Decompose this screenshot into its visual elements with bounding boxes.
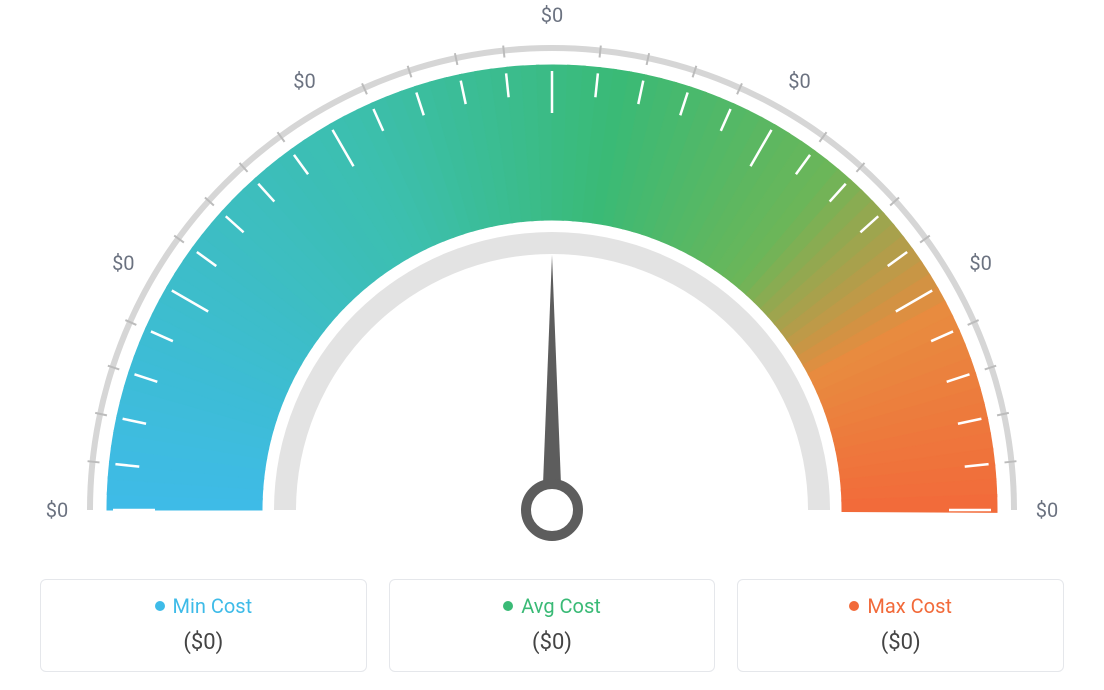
legend-value-avg: ($0) — [402, 630, 703, 655]
gauge-tick-label: $0 — [541, 3, 563, 27]
legend-header-avg: Avg Cost — [402, 594, 703, 618]
gauge-tick-label: $0 — [1036, 498, 1058, 522]
legend-card-max: Max Cost ($0) — [737, 579, 1064, 672]
legend-card-avg: Avg Cost ($0) — [389, 579, 716, 672]
legend-dot-max — [849, 601, 859, 611]
legend-row: Min Cost ($0) Avg Cost ($0) Max Cost ($0… — [40, 579, 1064, 672]
gauge-tick-label: $0 — [46, 498, 68, 522]
legend-value-max: ($0) — [750, 630, 1051, 655]
cost-gauge-widget: $0 $0 $0 $0 $0 $0 $0 Min Cost ($0) Avg Cost ($… — [0, 0, 1104, 690]
gauge-tick-label: $0 — [112, 251, 134, 275]
gauge-area: $0 $0 $0 $0 $0 $0 $0 — [0, 0, 1104, 560]
gauge-tick-label: $0 — [293, 69, 315, 93]
gauge-svg — [0, 0, 1104, 560]
legend-card-min: Min Cost ($0) — [40, 579, 367, 672]
legend-label-max: Max Cost — [867, 594, 952, 618]
legend-header-max: Max Cost — [750, 594, 1051, 618]
gauge-tick-label: $0 — [969, 251, 991, 275]
legend-label-min: Min Cost — [173, 594, 253, 618]
gauge-tick-label: $0 — [788, 69, 810, 93]
legend-header-min: Min Cost — [53, 594, 354, 618]
legend-label-avg: Avg Cost — [521, 594, 601, 618]
legend-dot-min — [155, 601, 165, 611]
legend-dot-avg — [503, 601, 513, 611]
legend-value-min: ($0) — [53, 630, 354, 655]
